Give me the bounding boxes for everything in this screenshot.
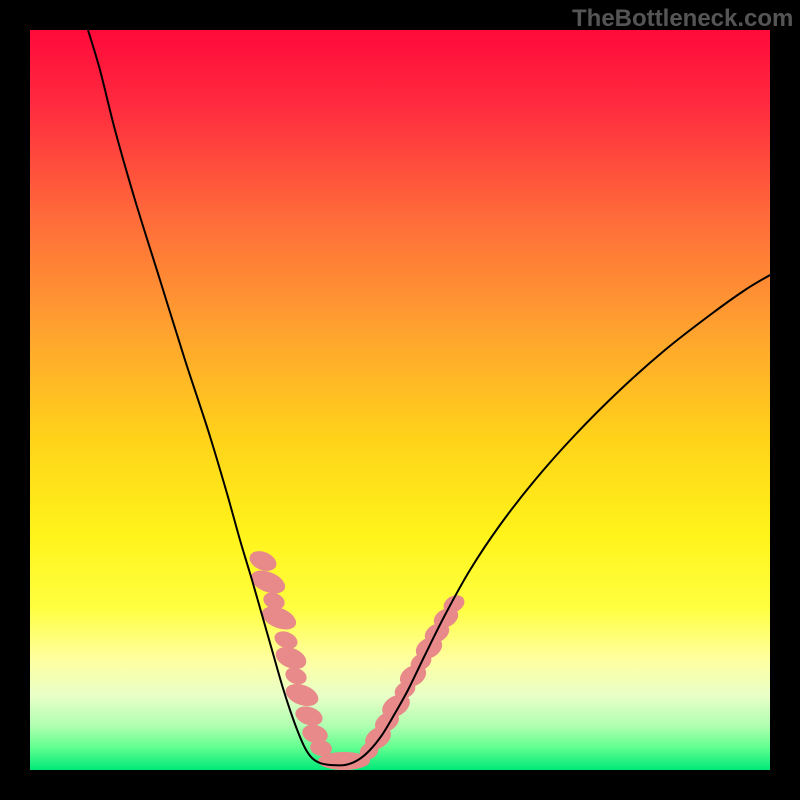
curve-layer [30,30,770,770]
blob-group [247,547,468,770]
blob-left-0 [247,547,280,574]
plot-area [30,30,770,770]
blob-left-8 [293,703,325,729]
watermark-text: TheBottleneck.com [572,5,793,33]
